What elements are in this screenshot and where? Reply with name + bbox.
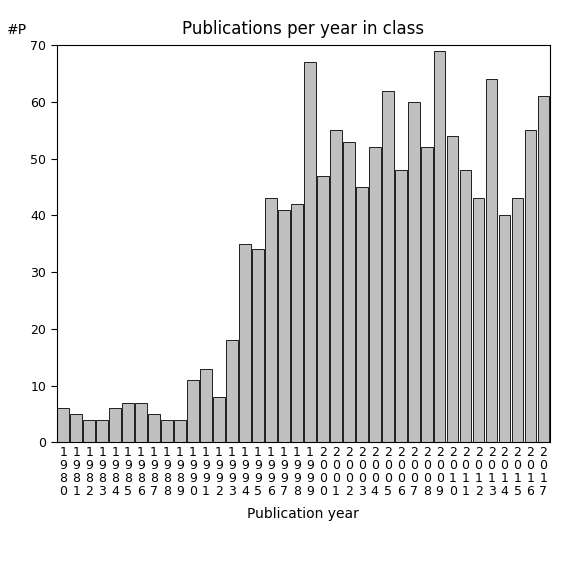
Bar xyxy=(499,215,510,442)
Bar xyxy=(174,420,186,442)
Bar xyxy=(278,210,290,442)
Bar xyxy=(395,170,407,442)
Bar xyxy=(291,204,303,442)
Bar xyxy=(148,414,160,442)
Bar xyxy=(265,198,277,442)
X-axis label: Publication year: Publication year xyxy=(247,507,359,521)
Bar xyxy=(213,397,225,442)
Bar xyxy=(70,414,82,442)
Bar xyxy=(96,420,108,442)
Bar xyxy=(434,51,446,442)
Bar xyxy=(473,198,484,442)
Bar xyxy=(343,142,354,442)
Bar xyxy=(122,403,134,442)
Bar xyxy=(252,249,264,442)
Y-axis label: #P: #P xyxy=(7,23,27,37)
Bar xyxy=(538,96,549,442)
Bar xyxy=(408,102,420,442)
Bar xyxy=(187,380,199,442)
Title: Publications per year in class: Publications per year in class xyxy=(182,20,425,38)
Bar xyxy=(200,369,212,442)
Bar xyxy=(226,340,238,442)
Bar xyxy=(57,408,69,442)
Bar xyxy=(161,420,173,442)
Bar xyxy=(369,147,380,442)
Bar xyxy=(304,62,316,442)
Bar xyxy=(460,170,471,442)
Bar xyxy=(486,79,497,442)
Bar xyxy=(447,136,459,442)
Bar xyxy=(317,176,329,442)
Bar xyxy=(109,408,121,442)
Bar xyxy=(511,198,523,442)
Bar xyxy=(136,403,147,442)
Bar xyxy=(356,187,367,442)
Bar xyxy=(421,147,433,442)
Bar xyxy=(382,91,393,442)
Bar xyxy=(83,420,95,442)
Bar xyxy=(239,244,251,442)
Bar xyxy=(524,130,536,442)
Bar xyxy=(330,130,342,442)
